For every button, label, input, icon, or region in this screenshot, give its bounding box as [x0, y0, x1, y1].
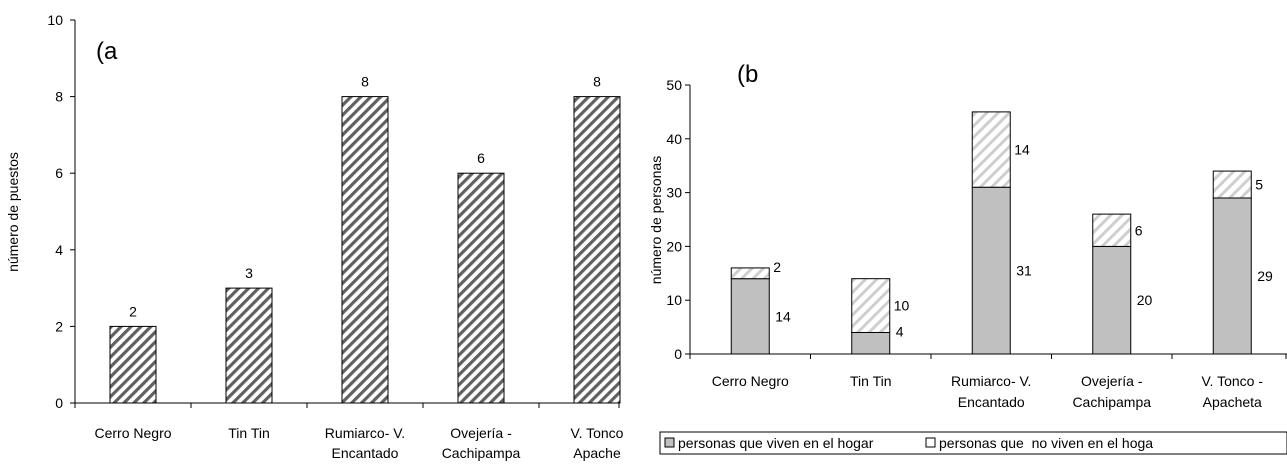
chart-a-data-label: 8: [593, 74, 601, 90]
chart-b-category-label: Cerro Negro: [712, 373, 789, 389]
chart-a-data-label: 3: [245, 265, 253, 281]
chart-b-data-label-series-2: 5: [1255, 177, 1263, 193]
chart-a-data-label: 2: [129, 303, 137, 319]
chart-b-bar-series-1: [1092, 245, 1132, 355]
chart-b-data-label-series-2: 6: [1135, 222, 1143, 238]
chart-a-y-tick-label: 2: [55, 318, 63, 334]
chart-b-bar-series-2: [730, 267, 770, 280]
chart-a-bar: [109, 325, 157, 404]
chart-b-bar-series-2: [1092, 213, 1132, 247]
chart-b-category-label: Rumiarco- V.: [951, 373, 1031, 389]
chart-b-data-label-series-1: 20: [1137, 292, 1153, 308]
chart-a-category-label: Cerro Negro: [94, 425, 171, 441]
chart-a-category-label: Ovejería -: [450, 425, 512, 441]
chart-b-data-label-series-1: 29: [1257, 268, 1273, 284]
chart-a-bar: [573, 96, 621, 404]
chart-a-data-label: 6: [477, 150, 485, 166]
chart-a-y-tick-label: 4: [55, 242, 63, 258]
chart-a-category-label: Cachipampa: [442, 445, 521, 461]
chart-a: (a número de puestos 0 2 4 6 8 10 2 Cerro Negr…: [5, 12, 624, 461]
chart-a-panel-label: (a: [96, 38, 118, 65]
chart-b-panel-label: (b: [737, 61, 758, 88]
chart-a-y-tick-label: 6: [55, 165, 63, 181]
legend-swatch-series-1: [664, 437, 675, 448]
chart-b-bar-series-1: [851, 331, 891, 355]
chart-b-data-label-series-2: 10: [894, 298, 910, 314]
chart-b-bar-series-2: [971, 111, 1011, 188]
chart-b-y-tick-label: 20: [666, 238, 682, 254]
chart-b-y-tick-label: 30: [666, 185, 682, 201]
chart-a-category-label: Tin Tin: [228, 425, 270, 441]
chart-b: (b número de personas 0 10 20 30 40 50 14 2 Cer…: [648, 61, 1287, 455]
chart-b-bar-series-1: [730, 278, 770, 355]
chart-b-category-label: Cachipampa: [1072, 394, 1151, 410]
chart-b-legend: personas que viven en el hogar personas …: [659, 431, 1287, 455]
chart-b-category-label: Tin Tin: [850, 373, 892, 389]
chart-a-bar: [341, 96, 389, 404]
chart-b-category-label: Ovejería -: [1081, 373, 1143, 389]
chart-b-y-axis-label: número de personas: [648, 156, 664, 284]
legend-frame: [659, 431, 1287, 455]
chart-b-bars: 14 2 Cerro Negro 4 10 Tin Tin 31 14 Rumiarco- V.…: [712, 111, 1273, 410]
legend-swatch-series-2: [925, 437, 936, 448]
chart-b-data-label-series-2: 2: [773, 259, 781, 275]
chart-a-y-tick-label: 10: [47, 12, 63, 28]
chart-a-category-label: Apache: [573, 445, 621, 461]
chart-a-category-label: Encantado: [332, 445, 399, 461]
chart-a-category-label: Rumiarco- V.: [325, 425, 405, 441]
chart-b-bar-series-1: [971, 186, 1011, 355]
chart-a-y-axis-label: número de puestos: [5, 152, 21, 272]
chart-b-data-label-series-1: 31: [1016, 263, 1032, 279]
legend-label-series-2: personas que no viven en el hoga: [939, 435, 1153, 451]
chart-b-data-label-series-1: 4: [896, 323, 904, 339]
chart-a-y-tick-label: 8: [55, 89, 63, 105]
chart-b-bar-series-2: [1212, 170, 1252, 199]
chart-a-bars: 2 Cerro Negro 3 Tin Tin 8 Rumiarco- V. Encanta…: [94, 74, 623, 461]
chart-b-y-tick-label: 10: [666, 292, 682, 308]
chart-a-data-label: 8: [361, 74, 369, 90]
chart-b-y-tick-label: 40: [666, 131, 682, 147]
chart-a-bar: [457, 172, 505, 404]
chart-b-category-label: Apacheta: [1203, 394, 1262, 410]
chart-b-category-label: V. Tonco -: [1202, 373, 1264, 389]
legend-label-series-1: personas que viven en el hogar: [678, 435, 874, 451]
chart-b-y-tick-label: 0: [674, 346, 682, 362]
chart-b-y-tick-label: 50: [666, 77, 682, 93]
chart-b-data-label-series-1: 14: [775, 308, 791, 324]
chart-a-axes: 0 2 4 6 8 10: [47, 12, 620, 411]
chart-b-bar-series-1: [1212, 197, 1252, 355]
chart-b-data-label-series-2: 14: [1014, 142, 1030, 158]
chart-b-category-label: Encantado: [958, 394, 1025, 410]
chart-a-bar: [225, 287, 273, 404]
chart-a-y-tick-label: 0: [55, 395, 63, 411]
chart-b-bar-series-2: [851, 278, 891, 333]
chart-a-category-label: V. Tonco: [571, 425, 624, 441]
